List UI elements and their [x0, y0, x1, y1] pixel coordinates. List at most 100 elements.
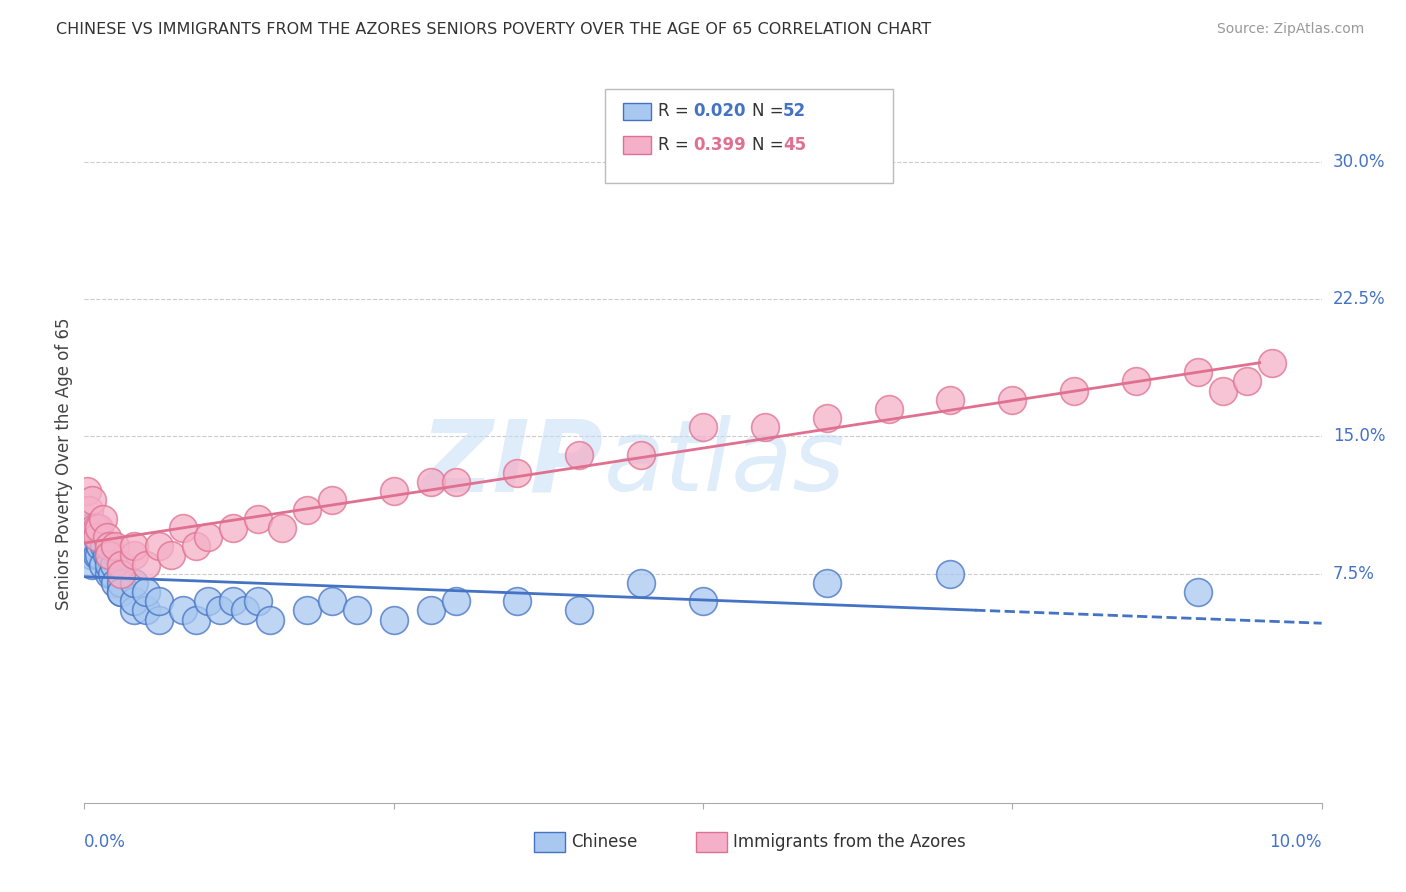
Point: [1001, 392, 1024, 407]
Point: [246, 512, 269, 526]
Point: [246, 594, 269, 608]
Point: [209, 603, 232, 617]
Point: [122, 539, 145, 553]
Text: 45: 45: [783, 136, 806, 154]
Point: [103, 558, 125, 572]
Point: [160, 549, 183, 563]
Point: [1236, 375, 1258, 389]
Point: [815, 411, 838, 425]
Point: [76, 521, 98, 535]
Point: [630, 576, 652, 591]
Point: [84, 539, 107, 553]
Text: N =: N =: [752, 136, 789, 154]
Point: [444, 594, 467, 608]
Point: [1063, 384, 1085, 398]
Point: [100, 566, 122, 581]
Point: [184, 539, 207, 553]
Point: [110, 585, 132, 599]
Point: [79, 530, 101, 544]
Point: [110, 566, 132, 581]
Point: [83, 539, 105, 553]
Point: [98, 539, 121, 553]
Text: R =: R =: [658, 103, 695, 120]
Text: 52: 52: [783, 103, 806, 120]
Point: [122, 603, 145, 617]
Point: [692, 420, 714, 434]
Point: [172, 603, 194, 617]
Point: [1125, 375, 1147, 389]
Point: [568, 603, 591, 617]
Point: [419, 475, 441, 490]
Point: [86, 530, 108, 544]
Point: [83, 521, 105, 535]
Point: [197, 530, 219, 544]
Text: 22.5%: 22.5%: [1333, 290, 1385, 308]
Point: [222, 521, 245, 535]
Point: [76, 484, 98, 499]
Point: [222, 594, 245, 608]
Point: [506, 594, 529, 608]
Point: [148, 594, 170, 608]
Text: 30.0%: 30.0%: [1333, 153, 1385, 170]
Point: [135, 603, 157, 617]
Point: [98, 566, 121, 581]
Point: [110, 585, 132, 599]
Point: [135, 585, 157, 599]
Point: [86, 521, 108, 535]
Point: [86, 549, 108, 563]
Point: [91, 558, 114, 572]
Point: [89, 549, 111, 563]
Point: [197, 594, 219, 608]
Point: [1187, 365, 1209, 379]
Point: [321, 594, 343, 608]
Text: Chinese: Chinese: [571, 833, 637, 851]
Point: [98, 549, 121, 563]
Point: [148, 613, 170, 627]
Point: [98, 549, 121, 563]
Point: [80, 493, 103, 508]
Point: [754, 420, 776, 434]
Point: [89, 539, 111, 553]
Point: [321, 493, 343, 508]
Point: [172, 521, 194, 535]
Y-axis label: Seniors Poverty Over the Age of 65: Seniors Poverty Over the Age of 65: [55, 318, 73, 610]
Point: [122, 576, 145, 591]
Point: [135, 558, 157, 572]
Point: [96, 530, 118, 544]
Point: [382, 613, 405, 627]
Point: [877, 401, 900, 416]
Point: [122, 594, 145, 608]
Point: [148, 539, 170, 553]
Point: [233, 603, 256, 617]
Text: 0.0%: 0.0%: [84, 833, 127, 851]
Point: [271, 521, 294, 535]
Point: [80, 558, 103, 572]
Point: [815, 576, 838, 591]
Point: [79, 549, 101, 563]
Point: [89, 521, 111, 535]
Text: atlas: atlas: [605, 416, 845, 512]
Point: [939, 566, 962, 581]
Text: CHINESE VS IMMIGRANTS FROM THE AZORES SENIORS POVERTY OVER THE AGE OF 65 CORRELA: CHINESE VS IMMIGRANTS FROM THE AZORES SE…: [56, 22, 931, 37]
Point: [110, 558, 132, 572]
Point: [346, 603, 368, 617]
Point: [122, 549, 145, 563]
Point: [110, 576, 132, 591]
Text: ZIP: ZIP: [420, 416, 605, 512]
Point: [98, 558, 121, 572]
Text: R =: R =: [658, 136, 695, 154]
Text: 0.020: 0.020: [693, 103, 745, 120]
Point: [104, 576, 127, 591]
Text: 0.399: 0.399: [693, 136, 747, 154]
Point: [91, 512, 114, 526]
Text: 10.0%: 10.0%: [1270, 833, 1322, 851]
Point: [86, 530, 108, 544]
Point: [382, 484, 405, 499]
Point: [1187, 585, 1209, 599]
Point: [104, 539, 127, 553]
Point: [259, 613, 281, 627]
Point: [692, 594, 714, 608]
Text: 15.0%: 15.0%: [1333, 427, 1385, 445]
Point: [184, 613, 207, 627]
Point: [93, 539, 115, 553]
